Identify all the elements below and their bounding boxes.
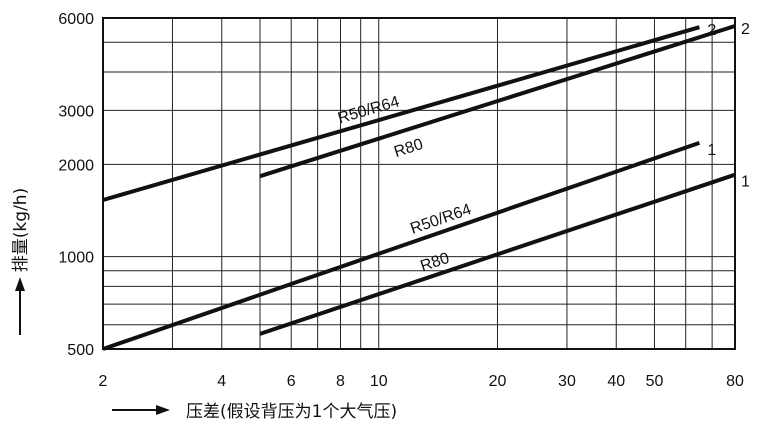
y-tick-label: 500 [67, 342, 94, 359]
plot-frame [102, 17, 736, 350]
x-tick-label: 80 [726, 373, 744, 390]
series-end-label: 2 [741, 21, 750, 38]
x-tick-label: 4 [217, 373, 226, 390]
series-label: R80 [392, 136, 425, 161]
series-line-1 [102, 25, 700, 202]
y-tick-label: 2000 [58, 157, 94, 174]
series-end-label: 1 [741, 174, 750, 191]
series-line-3 [102, 141, 701, 351]
plot-border [102, 17, 736, 350]
x-tick-label: 20 [489, 373, 507, 390]
series-line-4 [259, 172, 736, 336]
y-axis-title-group: 排量(kg/h) [11, 188, 31, 272]
x-tick-label: 6 [287, 373, 296, 390]
y-tick-label: 3000 [58, 103, 94, 120]
x-tick-label: 50 [646, 373, 664, 390]
x-tick-label: 40 [607, 373, 625, 390]
x-axis-title: 压差(假设背压为1个大气压) [186, 402, 397, 422]
y-axis-title: 排量(kg/h) [11, 188, 31, 272]
x-tick-label: 2 [99, 373, 108, 390]
x-tick-label: 8 [336, 373, 345, 390]
y-tick-label: 6000 [58, 11, 94, 28]
tick-labels: 2 4 6 8 10 20 30 40 50 80 500 1000 2000 3000 6000 [58, 11, 744, 390]
series-lines [102, 24, 736, 351]
y-axis-arrow [15, 277, 25, 335]
series-end-label: 1 [707, 142, 716, 159]
x-tick-label: 10 [370, 373, 388, 390]
y-tick-label: 1000 [58, 250, 94, 267]
series-end-label: 2 [707, 22, 716, 39]
x-axis-arrow [112, 405, 170, 415]
grid [102, 17, 736, 350]
x-tick-label: 30 [558, 373, 576, 390]
series-line-2 [259, 24, 736, 179]
